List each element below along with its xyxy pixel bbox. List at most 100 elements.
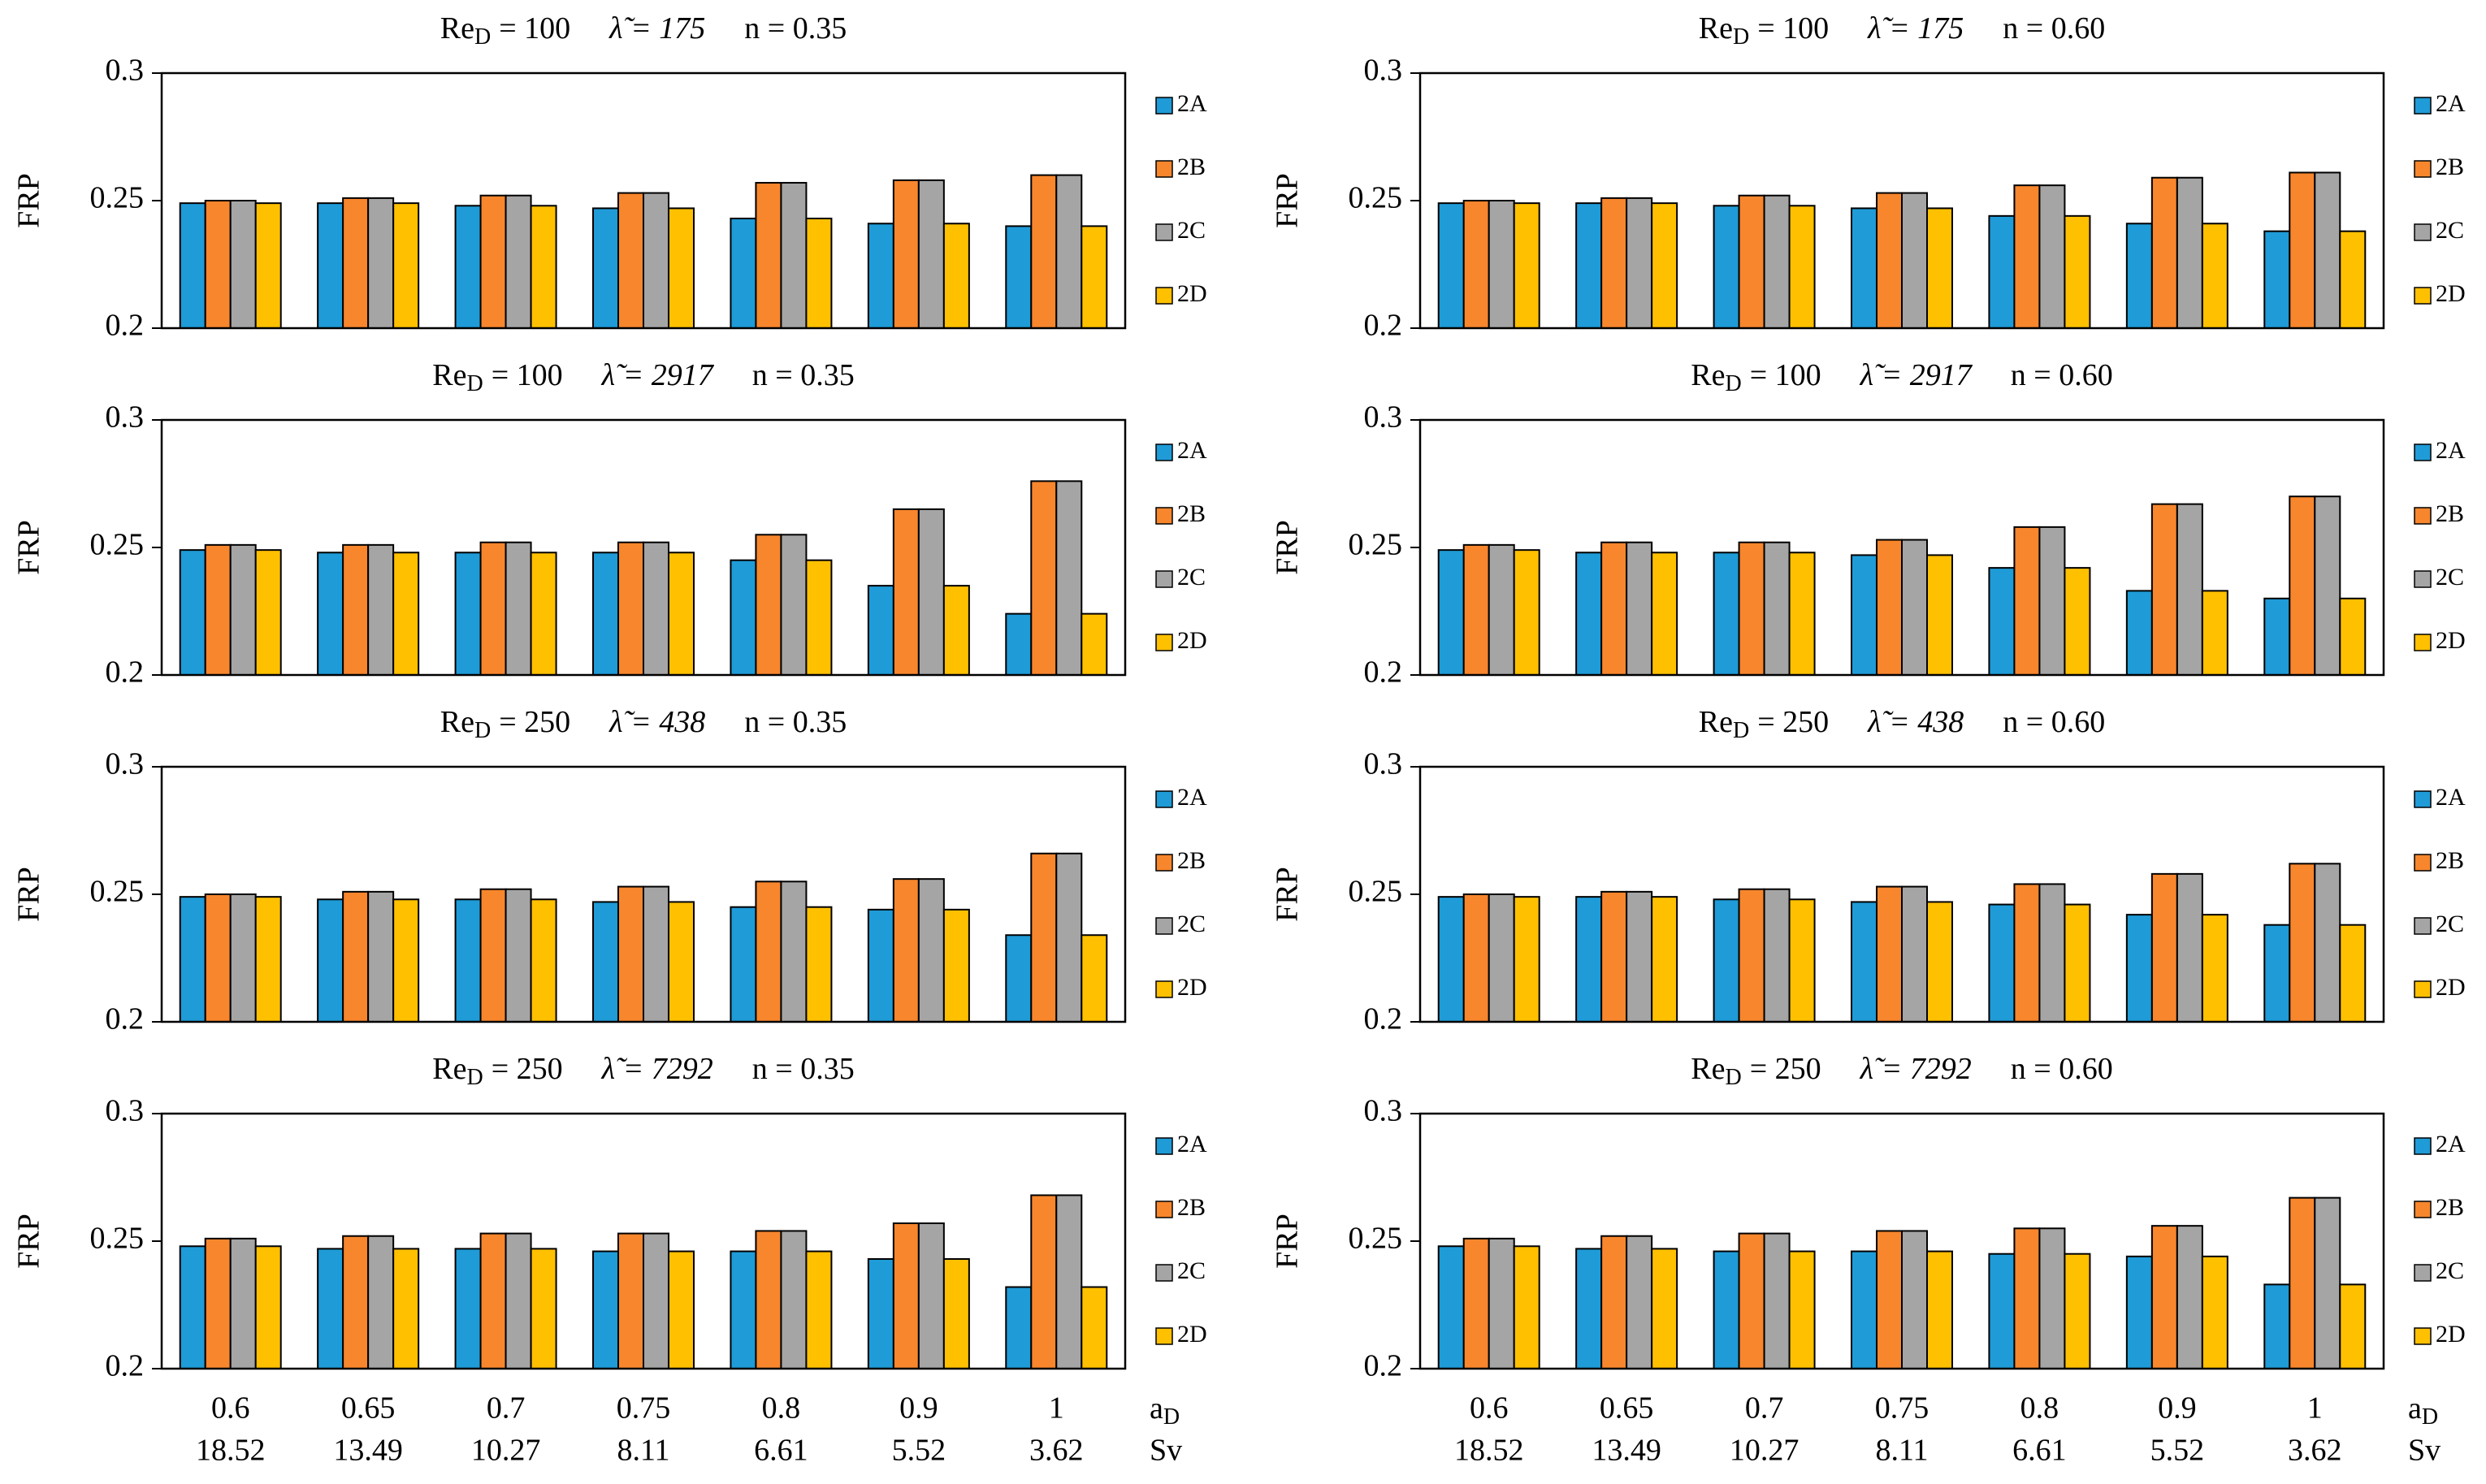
bar [780, 182, 808, 329]
legend-label: 2A [2436, 90, 2466, 117]
legend-label: 2D [1177, 280, 1207, 307]
bar [668, 1250, 695, 1370]
bar [392, 202, 420, 329]
bar [1055, 1194, 1083, 1369]
title-re-value: = 100 [1750, 358, 1821, 392]
legend-label: 2D [1177, 627, 1207, 654]
bar [2013, 1227, 2041, 1370]
bar [592, 1250, 619, 1370]
legend-label: 2A [1177, 90, 1207, 117]
bar [643, 541, 669, 676]
bar [917, 1222, 945, 1370]
y-tick-label: 0.3 [106, 400, 145, 435]
bar [1988, 567, 2016, 676]
y-axis-label: FRP [1271, 867, 1305, 922]
bar [942, 908, 970, 1023]
title-n: n = 0.60 [2003, 705, 2105, 739]
bar [2263, 1283, 2291, 1370]
bar [204, 893, 232, 1023]
bar [179, 549, 206, 677]
legend-label: 2B [1177, 1194, 1206, 1221]
bar [617, 192, 644, 329]
bar [342, 197, 370, 329]
bar [367, 197, 395, 329]
x-tick-label: 0.9 [2158, 1391, 2197, 1426]
title-lambda: λ̃ = 175 [1867, 11, 1964, 45]
bar [1763, 888, 1791, 1023]
x-tick-label-secondary: 8.11 [1875, 1434, 1928, 1468]
title-re-subscript: D [474, 718, 491, 743]
title-lambda: λ̃ = 2917 [1860, 358, 1973, 392]
legend-label: 2B [2436, 154, 2464, 180]
bar [867, 1257, 894, 1369]
x-tick-label-secondary: 13.49 [1592, 1434, 1661, 1468]
legend-label: 2B [1177, 847, 1206, 874]
bar [1851, 554, 1877, 676]
legend-swatch [1155, 507, 1173, 525]
y-tick-label: 0.2 [1364, 1349, 1403, 1383]
bar [2289, 495, 2316, 677]
title-re-subscript: D [467, 371, 483, 396]
bar [1651, 896, 1678, 1023]
title-lambda: λ̃ = 2917 [601, 358, 715, 392]
bar [392, 1248, 420, 1370]
bar [1626, 890, 1653, 1023]
legend-label: 2C [1177, 911, 1206, 937]
bar [1788, 1250, 1816, 1370]
bar [204, 200, 232, 329]
bar [1901, 1230, 1928, 1369]
legend-swatch [1155, 97, 1173, 115]
y-axis-label: FRP [1271, 173, 1305, 228]
bar [867, 908, 894, 1023]
y-tick-label: 0.3 [106, 747, 145, 781]
bar [454, 898, 482, 1023]
bar [643, 192, 669, 329]
bar [2201, 1255, 2228, 1369]
bar [2289, 171, 2316, 329]
bar [2150, 503, 2178, 676]
y-tick-label: 0.3 [106, 54, 145, 88]
x-tick-label-secondary: 5.52 [2150, 1434, 2205, 1468]
bar [229, 1237, 257, 1369]
plot-frame [160, 71, 1127, 330]
bar [2038, 184, 2066, 329]
y-tick-label: 0.25 [1349, 181, 1403, 215]
title-re: Re [1691, 1052, 1725, 1086]
y-tick-label: 0.2 [1364, 309, 1403, 343]
bar [2263, 597, 2291, 676]
x-axis-label-secondary: Sv [2408, 1434, 2441, 1468]
x-tick-label-secondary: 6.61 [754, 1434, 808, 1468]
legend-label: 2B [1177, 500, 1206, 527]
title-re: Re [440, 705, 474, 739]
x-tick-label-secondary: 6.61 [2012, 1434, 2067, 1468]
bar [2339, 597, 2367, 676]
bar [454, 205, 482, 329]
title-re-value: = 250 [499, 705, 570, 739]
bar [1651, 1248, 1678, 1370]
bar [2339, 1283, 2367, 1370]
bar [780, 880, 808, 1023]
x-tick-label-secondary: 8.11 [617, 1434, 669, 1468]
title-re: Re [1699, 11, 1733, 45]
bar [668, 552, 695, 677]
bar [1851, 901, 1877, 1023]
bar [892, 878, 920, 1023]
bar [1876, 885, 1903, 1023]
title-re-value: = 100 [1757, 11, 1829, 45]
chart-title: ReD = 250 λ̃ = 7292 n = 0.60 [1691, 1052, 2112, 1091]
bar [254, 549, 282, 677]
bar [1713, 205, 1740, 329]
bar [1575, 202, 1603, 329]
bar [2176, 872, 2203, 1023]
bar [917, 878, 945, 1023]
bar [1005, 934, 1033, 1023]
bar [479, 888, 507, 1023]
title-n: n = 0.35 [744, 705, 847, 739]
bar [204, 1237, 232, 1369]
bar [1488, 200, 1515, 329]
bar [342, 1235, 370, 1369]
bar [2263, 924, 2291, 1023]
x-tick-label: 0.65 [341, 1391, 396, 1426]
